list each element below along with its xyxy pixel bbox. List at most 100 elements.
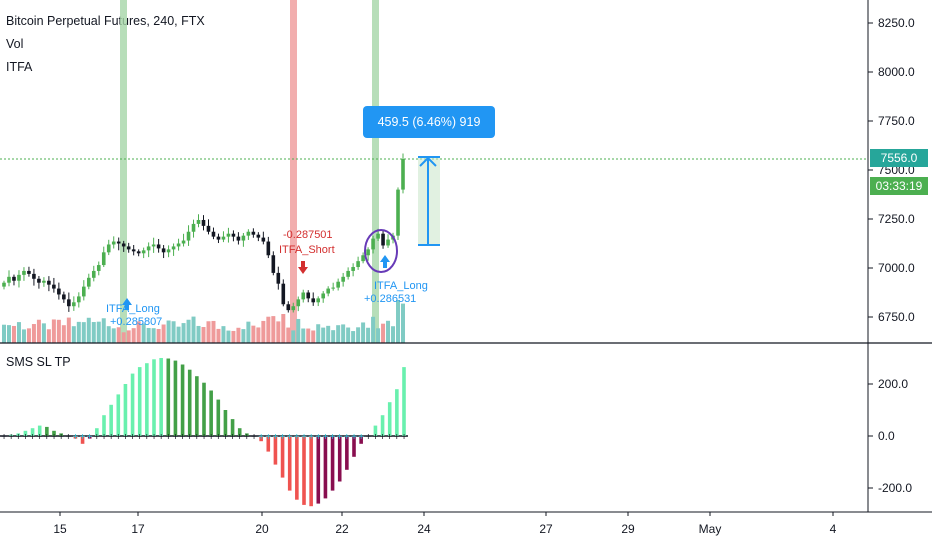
oscillator-bar [202,382,206,436]
oscillator-bar [102,415,106,436]
chart-title: Bitcoin Perpetual Futures, 240, FTX [6,14,205,28]
candle-body [106,244,111,253]
candle [116,237,121,251]
candle-body [176,243,181,247]
oscillator-axis[interactable]: 200.0 0.0 -200.0 [868,377,912,495]
signal-cross-marker: + [258,432,264,443]
candle [241,233,246,247]
candle-body [67,299,71,307]
volume-bar [11,325,16,343]
signal-cross-marker: + [1,432,7,443]
signal-cross-marker: + [280,432,286,443]
candle [356,256,360,270]
price-tick-label: 7000.0 [878,261,915,275]
oscillator-bar [23,430,28,436]
lower-pane-title[interactable]: SMS SL TP [6,355,71,369]
oscillator-bar [116,394,121,436]
signal-cross-marker: + [37,432,43,443]
candle [321,291,325,303]
oscillator-bar [316,436,321,504]
signal-cross-marker: + [23,432,29,443]
candle-body [206,225,211,232]
volume-bar [26,328,31,343]
candle-body [226,233,231,237]
candle-body [401,159,405,190]
candle-body [7,276,11,283]
price-tick-label: 8250.0 [878,16,915,30]
time-tick-label: 20 [255,522,269,536]
candle-body [146,246,151,251]
volume-bar [246,321,251,343]
volume-indicator-label[interactable]: Vol [6,37,24,51]
price-axis[interactable]: 8250.08000.07750.07500.07250.07000.06750… [868,16,915,324]
candle [176,238,181,251]
candle [106,239,111,256]
oscillator-bar [173,360,178,436]
candle-body [266,241,271,256]
time-tick-label: 17 [131,522,145,536]
volume-bar [191,316,196,343]
signal-cross-marker: + [58,432,64,443]
candle [236,232,241,245]
volume-bar [201,327,206,343]
candle [156,238,161,253]
volume-bar [341,324,346,343]
volume-bar [136,321,141,343]
oscillator-bar [402,367,406,436]
short-arrow-icon [298,261,308,274]
candle-body [96,265,101,271]
volume-bar [181,323,186,343]
candle-body [12,276,16,281]
candle-body [141,250,146,254]
signal-cross-marker: + [251,432,257,443]
candle [27,266,31,277]
oscillator-bar [323,436,328,499]
candle-body [171,246,176,250]
candle-body [86,277,91,287]
oscillator-bar [302,436,306,505]
measure-tool[interactable] [418,156,440,246]
candle-body [221,236,226,240]
oscillator-bar [187,369,192,436]
itfa-indicator-label[interactable]: ITFA [6,60,33,74]
oscillator-bar [345,436,349,470]
time-axis[interactable]: 15 17 20 22 24 27 29 May 4 [53,512,837,536]
candle [91,265,96,282]
volume-bar [401,303,405,343]
candle [181,233,186,247]
candle [246,229,251,240]
oscillator-bar [66,436,71,437]
volume-bar [111,328,116,343]
volume-bar [336,325,341,343]
volume-bar [396,299,401,343]
candle-body [196,219,201,224]
candle-body [341,276,345,282]
signal-cross-marker: + [51,432,57,443]
candle-body [366,249,370,256]
volume-bar [311,330,316,343]
oscillator-bar [52,430,56,436]
volume-bar [176,326,181,343]
signal-cross-marker: + [201,432,207,443]
candle-body [77,296,81,303]
time-tick-label: May [699,522,722,536]
candle [401,153,405,194]
candle [301,289,306,303]
candle-body [301,292,306,300]
signal-cross-marker: + [158,432,164,443]
candle [366,247,370,261]
volume-bar [71,326,76,343]
price-tick-label: 8000.0 [878,65,915,79]
long-signal-label: ITFA_Long [374,280,428,292]
candle-body [82,286,86,297]
candle-body [236,236,241,241]
candle [211,227,216,240]
highlight-circle[interactable] [364,229,398,273]
oscillator-bar [259,436,263,442]
candle [131,244,136,256]
candle-body [311,298,316,303]
volume-bar [66,317,71,343]
candle [17,270,21,288]
candle [67,292,71,312]
